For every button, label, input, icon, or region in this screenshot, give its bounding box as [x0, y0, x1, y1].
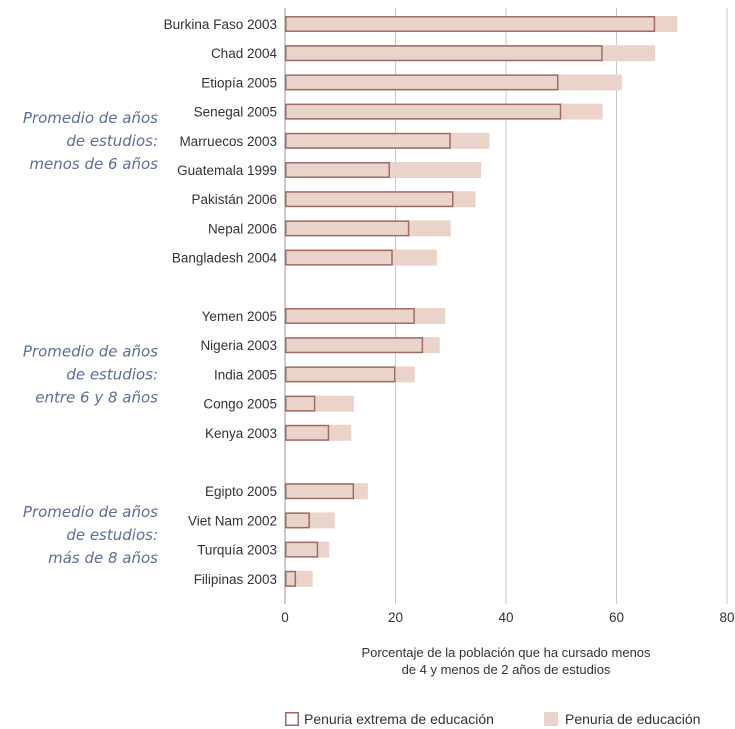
group-label-line: menos de 6 años — [29, 155, 158, 173]
bar-penuria-extrema — [285, 249, 393, 266]
category-label: Bangladesh 2004 — [172, 251, 278, 266]
category-label: Nepal 2006 — [208, 221, 277, 236]
x-axis-title: Porcentaje de la población que ha cursad… — [361, 645, 651, 677]
category-label: Kenya 2003 — [205, 426, 277, 441]
legend: Penuria extrema de educación Penuria de e… — [285, 711, 700, 727]
bar-penuria-extrema — [285, 45, 603, 62]
x-tick-label: 80 — [719, 610, 734, 625]
x-tick-label: 0 — [281, 610, 289, 625]
bar-penuria-extrema — [285, 220, 410, 237]
category-label: Viet Nam 2002 — [188, 513, 277, 528]
x-axis-title-line: de 4 y menos de 2 años de estudios — [402, 662, 611, 677]
group-label-line: Promedio de años — [23, 503, 158, 521]
x-axis-label: Porcentaje de la población que ha cursad… — [361, 645, 651, 677]
bar-penuria-extrema — [285, 16, 656, 32]
grid-lines — [284, 8, 728, 604]
bar-penuria-extrema — [285, 191, 454, 208]
group-label-line: de estudios: — [66, 132, 158, 150]
bar-penuria-extrema — [285, 132, 451, 149]
x-axis-title-line: Porcentaje de la población que ha cursad… — [361, 645, 651, 660]
category-label: Guatemala 1999 — [177, 163, 277, 178]
group-label: Promedio de años de estudios: más de 8 año… — [23, 503, 158, 567]
category-label: India 2005 — [214, 367, 277, 382]
bar-penuria-extrema — [285, 74, 559, 91]
group-label: Promedio de años de estudios: menos de 6 a… — [23, 109, 158, 173]
category-label: Nigeria 2003 — [200, 338, 277, 353]
bar-penuria-extrema — [285, 541, 319, 558]
category-label: Filipinas 2003 — [194, 572, 277, 587]
x-axis-ticks: 0 20 40 60 80 — [281, 610, 734, 625]
group-label-line: entre 6 y 8 años — [35, 388, 158, 406]
group-label-line: Promedio de años — [23, 342, 158, 360]
bar-penuria-extrema — [285, 570, 297, 587]
bars — [285, 16, 678, 587]
bar-penuria-extrema — [285, 395, 316, 412]
legend-swatch-outline — [285, 712, 299, 726]
bar-penuria-extrema — [285, 337, 424, 354]
group-label-line: más de 8 años — [48, 549, 158, 567]
category-label: Egipto 2005 — [205, 484, 277, 499]
group-label-line: Promedio de años — [23, 109, 158, 127]
bar-penuria-extrema — [285, 366, 396, 383]
category-label: Chad 2004 — [211, 46, 278, 61]
category-labels: Burkina Faso 2003 Chad 2004 Etiopía 2005 Se… — [164, 17, 278, 587]
group-label-line: de estudios: — [66, 526, 158, 544]
legend-label-penuria: Penuria de educación — [565, 711, 700, 727]
legend-swatch-fill — [544, 712, 558, 726]
bar-penuria-extrema — [285, 162, 390, 178]
x-tick-label: 20 — [388, 610, 403, 625]
bar-penuria-extrema — [285, 512, 310, 529]
x-tick-label: 60 — [609, 610, 624, 625]
group-labels: Promedio de años de estudios: menos de 6 a… — [23, 109, 158, 567]
group-label: Promedio de años de estudios: entre 6 y 8 … — [23, 342, 158, 406]
category-label: Congo 2005 — [203, 397, 277, 412]
category-label: Pakistán 2006 — [191, 192, 277, 207]
x-tick-label: 40 — [498, 610, 513, 625]
bar-penuria-extrema — [285, 308, 415, 324]
category-label: Turquía 2003 — [197, 543, 277, 558]
category-label: Marruecos 2003 — [179, 134, 277, 149]
group-label-line: de estudios: — [66, 365, 158, 383]
bar-penuria-extrema — [285, 483, 355, 500]
category-label: Senegal 2005 — [194, 105, 277, 120]
bar-penuria-extrema — [285, 103, 562, 120]
category-label: Yemen 2005 — [202, 309, 277, 324]
category-label: Burkina Faso 2003 — [164, 17, 277, 32]
bar-penuria-extrema — [285, 424, 330, 441]
category-label: Etiopía 2005 — [201, 75, 277, 90]
legend-label-penuria-extrema: Penuria extrema de educación — [304, 711, 494, 727]
